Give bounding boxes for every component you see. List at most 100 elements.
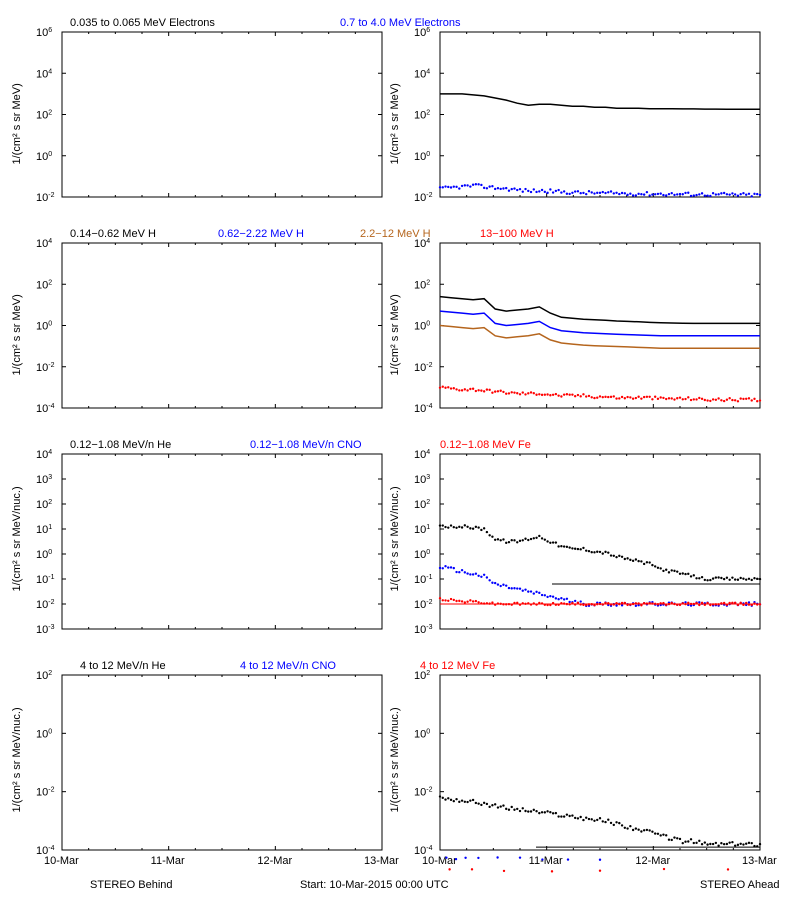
data-point <box>637 396 639 398</box>
data-point <box>549 188 551 190</box>
data-point <box>726 604 728 606</box>
data-point <box>615 821 617 823</box>
y-tick-label: 10-2 <box>36 599 55 611</box>
data-point <box>549 394 551 396</box>
y-tick-label: 10-3 <box>36 624 55 636</box>
data-point <box>659 192 661 194</box>
data-point <box>671 602 673 604</box>
data-point <box>615 602 617 604</box>
data-point <box>541 858 543 860</box>
y-tick-label: 102 <box>414 499 430 511</box>
y-tick-label: 100 <box>36 321 52 333</box>
data-point <box>693 574 695 576</box>
y-tick-label: 103 <box>414 474 430 486</box>
data-point <box>704 579 706 581</box>
y-tick-label: 101 <box>36 524 52 536</box>
series-title: 4 to 12 MeV/n CNO <box>240 660 336 672</box>
data-point <box>737 844 739 846</box>
data-point <box>538 592 540 594</box>
data-point <box>615 556 617 558</box>
data-point <box>483 187 485 189</box>
data-point <box>472 600 474 602</box>
data-point <box>571 547 573 549</box>
data-point <box>648 561 650 563</box>
y-tick-label: 101 <box>414 524 430 536</box>
y-tick-label: 10-2 <box>36 362 55 374</box>
series-title: 0.12−1.08 MeV Fe <box>440 439 531 451</box>
footer-right: STEREO Ahead <box>700 879 780 891</box>
data-point <box>516 541 518 543</box>
data-point <box>582 819 584 821</box>
y-tick-label: 10-3 <box>414 624 433 636</box>
data-point <box>448 868 450 870</box>
data-point <box>715 399 717 401</box>
footer-left: STEREO Behind <box>90 879 173 891</box>
data-point <box>464 857 466 859</box>
data-point <box>516 392 518 394</box>
data-point <box>505 603 507 605</box>
data-point <box>604 821 606 823</box>
data-point <box>472 388 474 390</box>
series-title: 0.62−2.22 MeV H <box>218 228 304 240</box>
data-point <box>759 578 761 580</box>
y-axis-label: 1/(cm² s sr MeV/nuc.) <box>389 486 401 591</box>
data-point <box>671 569 673 571</box>
x-tick-label: 11-Mar <box>529 855 563 867</box>
data-point <box>505 187 507 189</box>
data-point <box>604 396 606 398</box>
data-point <box>659 567 661 569</box>
data-point <box>704 841 706 843</box>
data-point <box>637 193 639 195</box>
data-point <box>560 815 562 817</box>
y-axis-label: 1/(cm² s sr MeV/nuc.) <box>11 707 23 812</box>
data-point <box>704 194 706 196</box>
series-title: 0.14−0.62 MeV H <box>70 228 156 240</box>
y-tick-label: 104 <box>414 449 430 461</box>
y-axis-label: 1/(cm² s sr MeV/nuc.) <box>389 707 401 812</box>
data-point <box>439 386 441 388</box>
y-tick-label: 102 <box>414 279 430 291</box>
y-tick-label: 100 <box>36 728 52 740</box>
y-tick-label: 102 <box>36 670 52 682</box>
panel-frame <box>62 675 382 850</box>
data-point <box>571 602 573 604</box>
data-point <box>461 799 463 801</box>
data-point <box>737 194 739 196</box>
data-point <box>538 602 540 604</box>
data-point <box>659 834 661 836</box>
y-tick-label: 100 <box>414 728 430 740</box>
data-point <box>461 600 463 602</box>
data-point <box>549 595 551 597</box>
data-point <box>704 399 706 401</box>
y-tick-label: 106 <box>414 27 430 39</box>
data-point <box>704 604 706 606</box>
data-point <box>549 811 551 813</box>
y-tick-label: 10-2 <box>414 787 433 799</box>
data-point <box>439 524 441 526</box>
data-point <box>494 188 496 190</box>
data-point <box>715 842 717 844</box>
data-point <box>648 396 650 398</box>
data-point <box>726 843 728 845</box>
y-tick-label: 10-2 <box>36 787 55 799</box>
data-point <box>648 194 650 196</box>
y-tick-label: 10-1 <box>414 574 433 586</box>
y-tick-label: 102 <box>36 110 52 122</box>
data-point <box>439 186 441 188</box>
data-point <box>593 551 595 553</box>
data-point <box>450 387 452 389</box>
data-point <box>682 193 684 195</box>
y-tick-label: 100 <box>414 151 430 163</box>
y-tick-label: 102 <box>414 110 430 122</box>
y-tick-label: 102 <box>36 279 52 291</box>
data-point <box>527 392 529 394</box>
data-point <box>626 194 628 196</box>
data-point <box>472 184 474 186</box>
data-point <box>538 190 540 192</box>
data-line <box>440 326 760 349</box>
data-point <box>483 527 485 529</box>
y-tick-label: 10-2 <box>414 362 433 374</box>
data-point <box>599 859 601 861</box>
data-point <box>527 190 529 192</box>
data-point <box>439 567 441 569</box>
